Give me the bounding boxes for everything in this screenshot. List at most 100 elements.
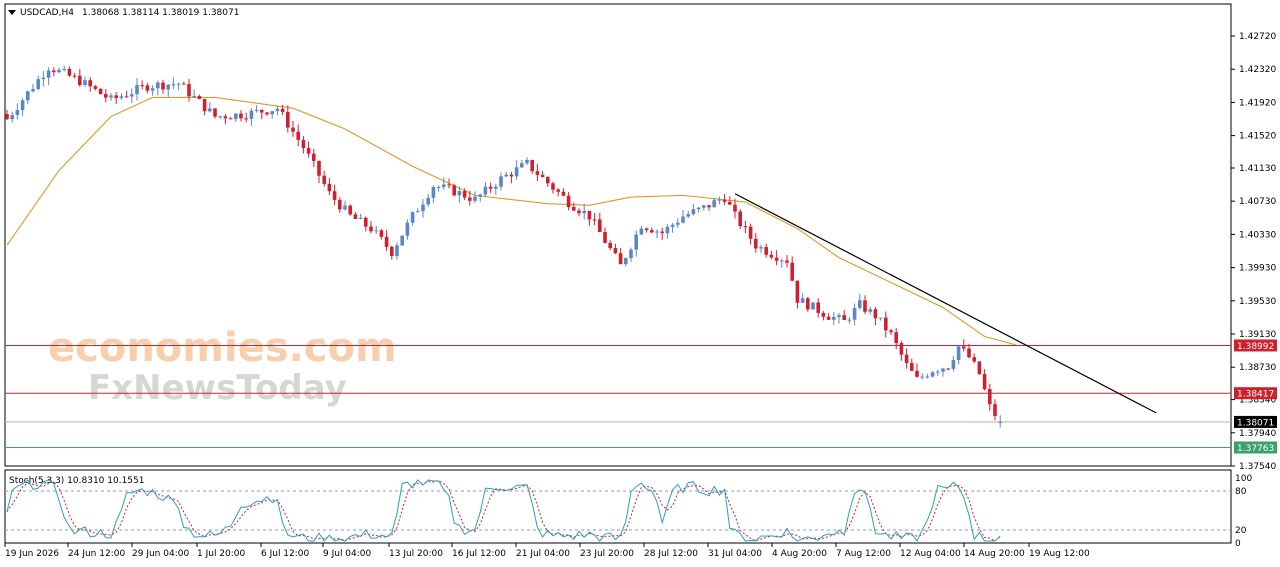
stoch-tick-label: 0: [1235, 539, 1241, 549]
candle-body: [208, 108, 212, 112]
candle-body: [46, 70, 51, 78]
candle-body: [306, 148, 311, 154]
candle-body: [145, 85, 150, 91]
candle-body: [951, 360, 956, 369]
candle-body: [494, 186, 498, 189]
candle-body: [130, 94, 134, 97]
candle-body: [26, 91, 30, 101]
candle-body: [338, 199, 342, 210]
candle-body: [462, 191, 467, 198]
candle-body: [785, 260, 789, 263]
level-tag-bg: [1234, 387, 1277, 400]
candle-body: [733, 204, 737, 212]
candle-body: [504, 174, 508, 177]
candle-body: [946, 368, 950, 370]
time-tick-label: 14 Aug 20:00: [964, 549, 1025, 559]
candle-body: [109, 95, 113, 98]
stoch-tick-label: 20: [1235, 526, 1247, 536]
candle-body: [478, 194, 482, 197]
candle-body: [379, 230, 384, 237]
level-tag-label: 1.38992: [1237, 342, 1274, 352]
candle-body: [88, 80, 92, 87]
candle-body: [598, 219, 602, 233]
candle-body: [509, 174, 514, 177]
candle-body: [369, 226, 373, 232]
candle-body: [530, 159, 534, 172]
candle-body: [452, 185, 456, 196]
candle-body: [894, 332, 898, 344]
symbol-menu-icon[interactable]: [8, 10, 16, 15]
candle-body: [962, 346, 966, 349]
candle-body: [260, 109, 264, 113]
candle-body: [93, 86, 98, 89]
candle-body: [847, 319, 852, 321]
candle-body: [873, 309, 878, 319]
price-tick-label: 1.42720: [1239, 32, 1276, 42]
candle-body: [197, 95, 202, 99]
candle-body: [832, 317, 836, 320]
price-tick-label: 1.39130: [1239, 330, 1276, 340]
candle-body: [327, 183, 332, 192]
time-tick-label: 21 Jul 04:00: [516, 549, 570, 559]
time-tick-label: 28 Jul 12:00: [644, 549, 698, 559]
candle-body: [36, 79, 40, 89]
candle-body: [728, 201, 732, 205]
price-tick-label: 1.39530: [1239, 297, 1276, 307]
candle-body: [390, 246, 394, 256]
candle-body: [20, 100, 25, 111]
candle-body: [447, 184, 451, 186]
candle-body: [114, 95, 118, 98]
candle-body: [442, 184, 446, 187]
price-tick-label: 1.40330: [1239, 230, 1276, 240]
candle-body: [228, 118, 233, 120]
candle-body: [239, 113, 243, 119]
time-tick-label: 19 Aug 12:00: [1029, 549, 1090, 559]
candle-body: [104, 94, 108, 98]
candle-body: [244, 118, 248, 120]
candle-body: [213, 108, 217, 117]
time-tick-label: 24 Jun 12:00: [68, 549, 125, 559]
candle-body: [483, 186, 488, 195]
candle-body: [738, 211, 742, 227]
candle-body: [358, 217, 363, 219]
candle-body: [41, 77, 46, 80]
candle-body: [972, 357, 976, 362]
time-tick-label: 12 Aug 04:00: [900, 549, 961, 559]
candle-body: [759, 247, 763, 249]
candle-body: [956, 346, 961, 361]
candle-body: [915, 370, 919, 377]
level-tag-bg: [1234, 415, 1277, 428]
candle-body: [322, 175, 326, 184]
candle-body: [223, 116, 228, 119]
candle-body: [218, 116, 222, 118]
candle-body: [400, 235, 404, 246]
candle-body: [374, 230, 378, 232]
candle-body: [270, 111, 274, 115]
candle-body: [275, 108, 280, 112]
candle-body: [608, 242, 612, 249]
candle-body: [124, 96, 129, 98]
time-axis: 19 Jun 2026 24 Jun 12:00 29 Jun 04:00 1 Jul…: [4, 543, 1090, 559]
candle-body: [852, 307, 857, 320]
candle-body: [780, 260, 784, 262]
time-tick-label: 13 Jul 20:00: [389, 549, 443, 559]
candle-body: [187, 84, 191, 97]
candle-body: [977, 361, 982, 375]
candle-body: [561, 191, 566, 196]
candle-body: [546, 177, 550, 184]
stoch-label: Stoch(5,3,3) 10.8310 10.1551: [9, 476, 144, 486]
candle-body: [98, 88, 103, 95]
candle-body: [878, 317, 883, 319]
stoch-panel-frame: [4, 469, 1232, 544]
candle-body: [317, 160, 321, 176]
trendline[interactable]: [734, 193, 1157, 414]
candle-body: [936, 371, 940, 373]
time-tick-label: 29 Jun 04:00: [132, 549, 189, 559]
candle-body: [837, 315, 841, 318]
candle-body: [171, 84, 176, 86]
candle-body: [265, 112, 269, 115]
price-tick-label: 1.38340: [1239, 396, 1276, 406]
trendline-segment: [734, 193, 1157, 414]
candle-body: [717, 199, 722, 201]
